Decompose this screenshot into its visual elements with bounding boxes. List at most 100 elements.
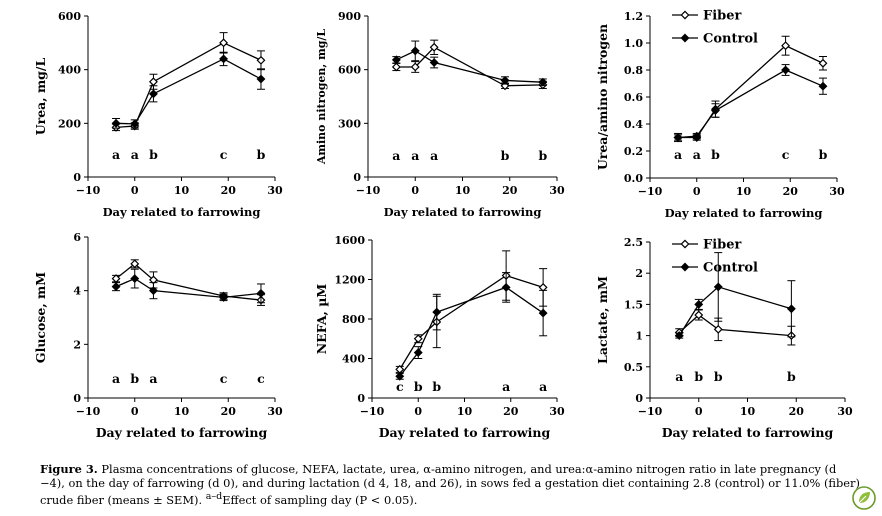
chart-panel: 0.0 0.2 0.4 0.6 0.8 1.0 1.2 −10 0 10 20 30 Day relat…	[595, 9, 845, 221]
series-line	[678, 314, 792, 337]
x-tick-label: 30	[549, 405, 565, 418]
legend-marker	[680, 239, 690, 249]
data-point	[818, 58, 828, 68]
data-point	[256, 55, 266, 65]
series-line	[116, 58, 262, 125]
x-tick-label: 20	[221, 184, 237, 197]
legend-marker	[680, 262, 690, 272]
x-tick-label: 0	[695, 405, 703, 418]
significance-letter: c	[220, 147, 228, 162]
y-tick-label: 600	[58, 10, 81, 23]
data-point	[410, 46, 420, 56]
y-tick-label: 0.4	[624, 118, 643, 131]
y-tick-label: 0.2	[624, 145, 643, 158]
x-axis-label: Day related to farrowing	[379, 425, 551, 440]
data-point	[674, 331, 684, 341]
series-line	[678, 69, 824, 139]
series-line	[678, 44, 824, 139]
y-tick-label: 1200	[334, 274, 365, 287]
series-line	[399, 286, 544, 377]
data-point	[130, 274, 140, 284]
y-tick-label: 0	[635, 392, 643, 405]
significance-letter: c	[782, 147, 790, 162]
data-point	[413, 348, 423, 358]
significance-letter: b	[538, 148, 547, 163]
data-point	[500, 75, 510, 85]
data-point	[410, 62, 420, 72]
data-point	[500, 81, 510, 91]
y-tick-label: 900	[338, 10, 361, 23]
significance-letter: a	[392, 148, 400, 163]
significance-letter: b	[432, 379, 441, 394]
data-point	[429, 42, 439, 52]
y-tick-label: 1.2	[624, 10, 643, 23]
data-point	[538, 308, 548, 318]
data-point	[111, 118, 121, 128]
significance-letter: a	[674, 147, 682, 162]
significance-letter: a	[131, 147, 139, 162]
significance-letter: b	[714, 369, 723, 384]
data-point	[786, 304, 796, 314]
legend-label: Control	[703, 261, 758, 276]
x-tick-label: 0	[693, 185, 701, 198]
data-point	[149, 286, 158, 296]
significance-letter: b	[149, 147, 158, 162]
x-axis-label: Day related to farrowing	[665, 206, 823, 220]
y-axis-label: Amino nitrogen, mg/L	[315, 29, 328, 166]
significance-letter: b	[130, 371, 139, 386]
significance-letter: b	[787, 369, 796, 384]
leaf-logo-icon	[852, 486, 876, 510]
y-tick-label: 400	[58, 64, 81, 77]
caption-superscript: a–d	[205, 491, 223, 502]
x-tick-label: 20	[221, 405, 237, 418]
x-tick-label: −10	[76, 405, 101, 418]
y-tick-label: 4	[73, 285, 81, 298]
y-tick-label: 200	[58, 117, 81, 130]
data-point	[432, 307, 442, 317]
y-tick-label: 0.8	[624, 64, 643, 77]
data-point	[538, 77, 548, 87]
y-tick-label: 800	[342, 313, 365, 326]
legend-label: Fiber	[703, 9, 742, 24]
y-axis-label: Urea, mg/L	[33, 58, 48, 136]
y-axis-label: Urea/amino nitrogen	[595, 24, 610, 170]
significance-letter: a	[430, 148, 438, 163]
x-tick-label: 30	[267, 405, 283, 418]
significance-letter: a	[411, 148, 419, 163]
data-point	[713, 324, 723, 334]
data-point	[673, 133, 683, 142]
y-tick-label: 2	[73, 338, 81, 351]
y-axis-label: Lactate, mM	[595, 276, 610, 364]
series-line	[116, 42, 262, 129]
series-line	[678, 286, 792, 336]
x-tick-label: 0	[131, 184, 139, 197]
x-tick-label: 0	[131, 405, 139, 418]
x-tick-label: −10	[638, 405, 663, 418]
data-point	[149, 89, 158, 99]
significance-letter: a	[693, 147, 701, 162]
x-tick-label: 30	[829, 185, 845, 198]
y-tick-label: 1.5	[624, 298, 643, 311]
y-tick-label: 0.6	[624, 91, 643, 104]
data-point	[781, 41, 791, 51]
y-tick-label: 2.5	[624, 236, 643, 249]
x-tick-label: −10	[360, 405, 385, 418]
significance-letter: c	[257, 371, 265, 386]
x-tick-label: 20	[789, 405, 805, 418]
data-point	[395, 371, 405, 381]
data-point	[413, 334, 423, 344]
legend-marker	[680, 33, 690, 43]
significance-letter: a	[112, 371, 120, 386]
x-tick-label: 30	[837, 405, 853, 418]
x-tick-label: 0	[411, 184, 419, 197]
x-tick-label: 10	[455, 184, 471, 197]
x-tick-label: 20	[783, 185, 799, 198]
x-axis-label: Day related to farrowing	[384, 205, 542, 219]
legend-label: Control	[703, 32, 758, 47]
caption-label: Figure 3.	[40, 462, 98, 476]
x-axis-label: Day related to farrowing	[96, 425, 268, 440]
significance-letter: b	[501, 148, 510, 163]
